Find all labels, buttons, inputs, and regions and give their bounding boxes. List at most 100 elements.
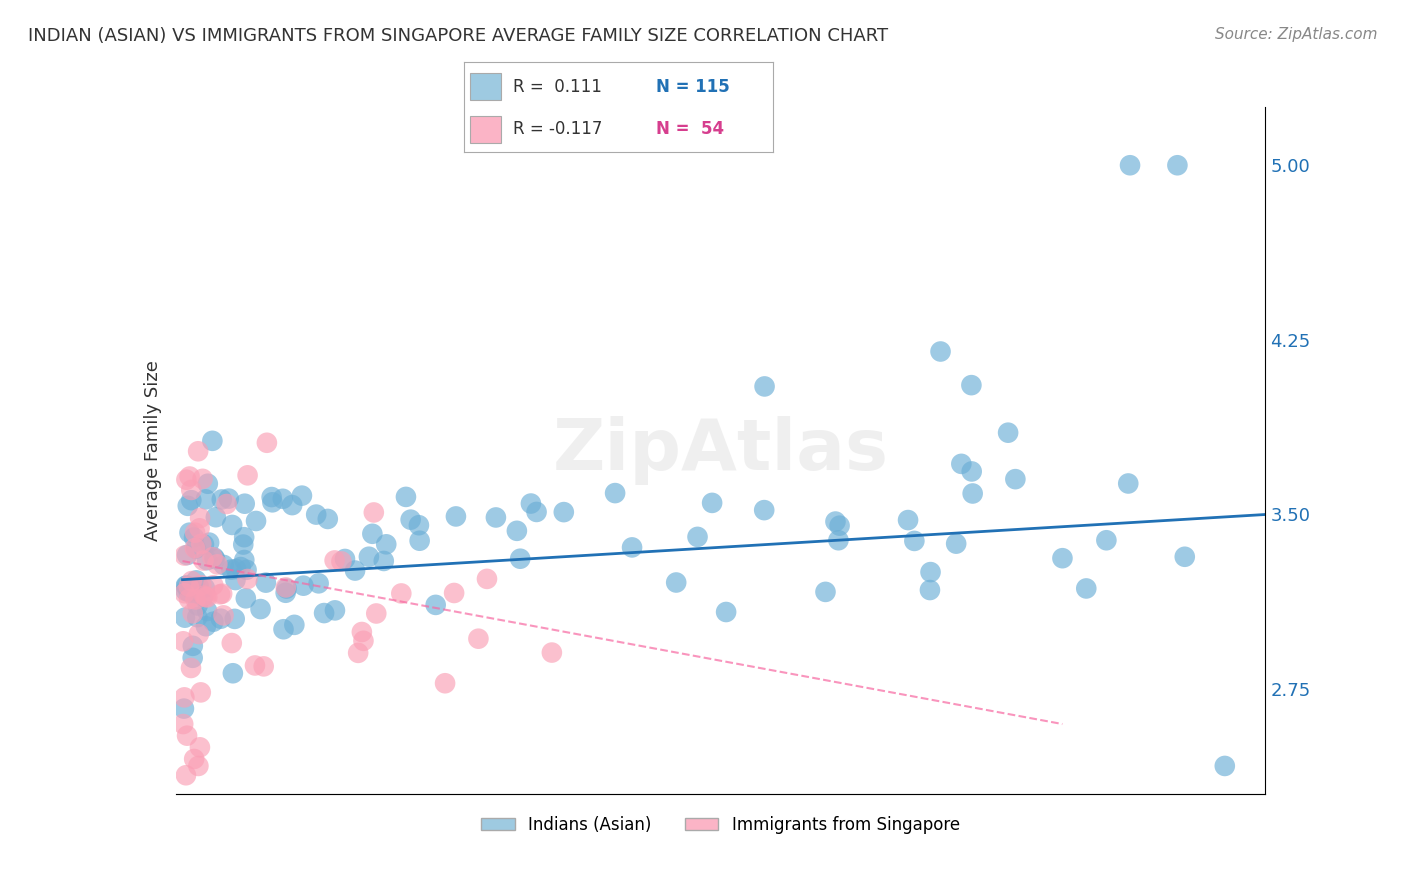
- Immigrants from Singapore: [187, 627, 209, 641]
- Indians (Asian): [344, 564, 367, 578]
- Immigrants from Singapore: [193, 553, 215, 567]
- Immigrants from Singapore: [347, 646, 370, 660]
- Immigrants from Singapore: [190, 685, 212, 699]
- Indians (Asian): [229, 560, 252, 574]
- Immigrants from Singapore: [180, 574, 202, 588]
- Indians (Asian): [1116, 476, 1139, 491]
- Indians (Asian): [316, 512, 339, 526]
- Indians (Asian): [233, 553, 256, 567]
- Indians (Asian): [918, 582, 941, 597]
- Immigrants from Singapore: [176, 729, 198, 743]
- Indians (Asian): [506, 524, 529, 538]
- Indians (Asian): [221, 563, 243, 577]
- Indians (Asian): [235, 563, 257, 577]
- Immigrants from Singapore: [212, 608, 235, 623]
- Immigrants from Singapore: [183, 752, 205, 766]
- Immigrants from Singapore: [181, 607, 204, 621]
- Indians (Asian): [1004, 472, 1026, 486]
- Indians (Asian): [177, 585, 200, 599]
- Indians (Asian): [824, 515, 846, 529]
- Indians (Asian): [184, 541, 207, 556]
- Immigrants from Singapore: [180, 661, 202, 675]
- Immigrants from Singapore: [187, 444, 209, 458]
- Indians (Asian): [754, 503, 776, 517]
- Immigrants from Singapore: [190, 537, 212, 551]
- Immigrants from Singapore: [236, 572, 259, 586]
- Immigrants from Singapore: [207, 558, 229, 572]
- Indians (Asian): [323, 603, 346, 617]
- FancyBboxPatch shape: [470, 73, 501, 100]
- Indians (Asian): [233, 497, 256, 511]
- Immigrants from Singapore: [184, 592, 207, 607]
- Indians (Asian): [249, 602, 271, 616]
- Indians (Asian): [183, 531, 205, 545]
- Indians (Asian): [211, 492, 233, 507]
- Immigrants from Singapore: [188, 740, 211, 755]
- Immigrants from Singapore: [188, 511, 211, 525]
- Indians (Asian): [202, 550, 225, 565]
- Indians (Asian): [357, 549, 380, 564]
- Immigrants from Singapore: [184, 525, 207, 540]
- Indians (Asian): [962, 486, 984, 500]
- Indians (Asian): [194, 581, 217, 595]
- Indians (Asian): [827, 533, 849, 548]
- Indians (Asian): [194, 492, 217, 507]
- Indians (Asian): [1174, 549, 1197, 564]
- Indians (Asian): [224, 573, 246, 587]
- Indians (Asian): [950, 457, 973, 471]
- Indians (Asian): [260, 490, 283, 504]
- Indians (Asian): [945, 536, 967, 550]
- Indians (Asian): [1213, 759, 1236, 773]
- Immigrants from Singapore: [194, 590, 217, 604]
- Indians (Asian): [308, 576, 330, 591]
- Immigrants from Singapore: [190, 578, 212, 592]
- Indians (Asian): [181, 639, 204, 653]
- Immigrants from Singapore: [179, 469, 201, 483]
- Indians (Asian): [186, 610, 208, 624]
- Indians (Asian): [960, 378, 983, 392]
- Immigrants from Singapore: [195, 591, 218, 605]
- Indians (Asian): [180, 493, 202, 508]
- Immigrants from Singapore: [201, 550, 224, 565]
- Indians (Asian): [1119, 158, 1142, 172]
- Indians (Asian): [276, 582, 298, 596]
- Indians (Asian): [274, 586, 297, 600]
- Indians (Asian): [173, 701, 195, 715]
- Immigrants from Singapore: [202, 578, 225, 592]
- Indians (Asian): [375, 537, 398, 551]
- Indians (Asian): [897, 513, 920, 527]
- Immigrants from Singapore: [209, 587, 232, 601]
- Indians (Asian): [222, 666, 245, 681]
- Indians (Asian): [1076, 582, 1098, 596]
- Immigrants from Singapore: [236, 468, 259, 483]
- Indians (Asian): [714, 605, 737, 619]
- Indians (Asian): [395, 490, 418, 504]
- Indians (Asian): [191, 590, 214, 604]
- Immigrants from Singapore: [172, 717, 194, 731]
- Indians (Asian): [408, 533, 430, 548]
- Y-axis label: Average Family Size: Average Family Size: [143, 360, 162, 541]
- Indians (Asian): [291, 489, 314, 503]
- Indians (Asian): [181, 650, 204, 665]
- Indians (Asian): [212, 558, 235, 572]
- Indians (Asian): [186, 583, 208, 598]
- Immigrants from Singapore: [177, 580, 200, 594]
- Indians (Asian): [177, 499, 200, 513]
- Indians (Asian): [204, 552, 226, 566]
- Indians (Asian): [292, 579, 315, 593]
- Indians (Asian): [408, 518, 430, 533]
- Indians (Asian): [221, 518, 243, 533]
- Indians (Asian): [176, 548, 198, 562]
- Indians (Asian): [553, 505, 575, 519]
- Indians (Asian): [193, 537, 215, 551]
- Immigrants from Singapore: [191, 472, 214, 486]
- Indians (Asian): [187, 580, 209, 594]
- Indians (Asian): [399, 513, 422, 527]
- Immigrants from Singapore: [215, 497, 238, 511]
- Indians (Asian): [245, 514, 267, 528]
- Immigrants from Singapore: [274, 581, 297, 595]
- Indians (Asian): [920, 565, 942, 579]
- Indians (Asian): [425, 598, 447, 612]
- Indians (Asian): [187, 599, 209, 613]
- Immigrants from Singapore: [177, 592, 200, 607]
